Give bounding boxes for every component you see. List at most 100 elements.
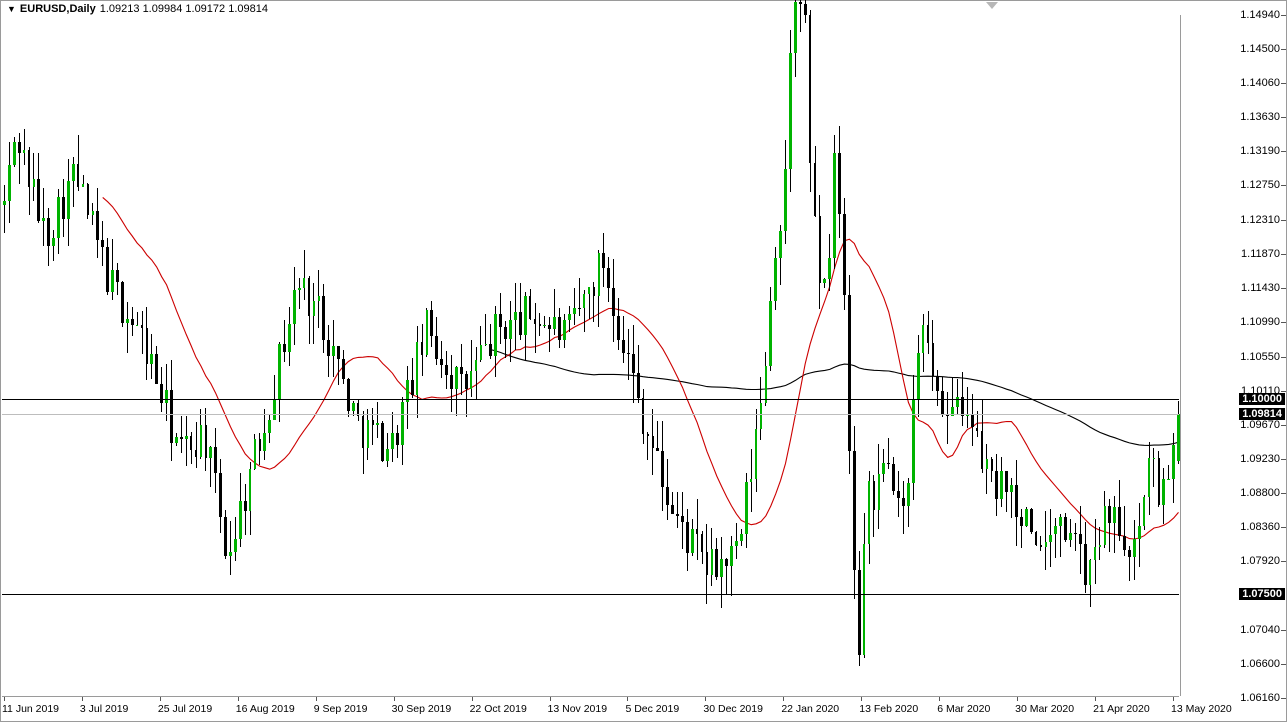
candle-wick[interactable] [967,387,968,428]
up-candle-body[interactable] [735,541,738,546]
up-candle-body[interactable] [740,534,743,540]
down-candle-body[interactable] [450,375,453,389]
down-candle-body[interactable] [696,529,699,535]
down-candle-body[interactable] [666,487,669,505]
price-level-badge[interactable]: 1.10000 [1239,393,1285,405]
x-axis-tick-label[interactable]: 13 Nov 2019 [548,703,608,715]
down-candle-body[interactable] [101,240,104,247]
up-candle-body[interactable] [912,399,915,483]
y-axis[interactable]: 1.14940 1.14500 1.14060 1.13630 1.13190 1.127… [1180,15,1286,696]
down-candle-body[interactable] [995,471,998,499]
down-candle-body[interactable] [676,514,679,516]
down-candle-body[interactable] [430,310,433,336]
candle-wick[interactable] [1045,511,1046,569]
down-candle-body[interactable] [725,559,728,565]
x-axis-tick-label[interactable]: 13 May 2020 [1171,703,1232,715]
candle-wick[interactable] [549,317,550,351]
down-candle-body[interactable] [421,342,424,354]
up-candle-body[interactable] [755,429,758,479]
down-candle-body[interactable] [1015,485,1018,517]
down-candle-body[interactable] [548,325,551,328]
up-candle-body[interactable] [711,549,714,575]
down-candle-body[interactable] [1158,458,1161,505]
up-candle-body[interactable] [57,197,60,238]
candle-wick[interactable] [1153,448,1154,487]
candle-wick[interactable] [1114,496,1115,553]
x-axis-tick-label[interactable]: 22 Jan 2020 [781,703,839,715]
x-axis-tick-label[interactable]: 11 Jun 2019 [2,703,59,715]
up-candle-body[interactable] [367,420,370,449]
down-candle-body[interactable] [814,163,817,216]
up-candle-body[interactable] [268,420,271,433]
down-candle-body[interactable] [224,517,227,556]
up-candle-body[interactable] [229,552,232,556]
up-candle-body[interactable] [1069,533,1072,540]
down-candle-body[interactable] [180,437,183,439]
down-candle-body[interactable] [632,354,635,373]
down-candle-body[interactable] [936,376,939,391]
up-candle-body[interactable] [1143,497,1146,526]
up-candle-body[interactable] [553,317,556,329]
up-candle-body[interactable] [1089,560,1092,584]
down-candle-body[interactable] [465,374,468,389]
down-candle-body[interactable] [838,153,841,215]
up-candle-body[interactable] [249,469,252,511]
up-candle-body[interactable] [882,463,885,474]
up-candle-body[interactable] [765,366,768,403]
candle-wick[interactable] [647,432,648,460]
down-candle-body[interactable] [504,327,507,339]
down-candle-body[interactable] [529,296,532,319]
down-candle-body[interactable] [170,390,173,443]
candle-wick[interactable] [377,402,378,438]
up-candle-body[interactable] [573,308,576,314]
down-candle-body[interactable] [362,416,365,448]
candle-wick[interactable] [1011,478,1012,518]
candle-wick[interactable] [19,133,20,184]
up-candle-body[interactable] [917,353,920,399]
up-candle-body[interactable] [426,310,429,354]
up-candle-body[interactable] [234,539,237,552]
down-candle-body[interactable] [1084,544,1087,585]
up-candle-body[interactable] [150,354,153,364]
up-candle-body[interactable] [1054,526,1057,534]
down-candle-body[interactable] [1040,545,1043,546]
up-candle-body[interactable] [72,164,75,181]
current-price-line[interactable] [2,414,1179,415]
down-candle-body[interactable] [622,340,625,353]
up-candle-body[interactable] [1172,445,1175,479]
up-candle-body[interactable] [583,294,586,308]
down-candle-body[interactable] [244,501,247,511]
down-candle-body[interactable] [96,211,99,240]
candle-wick[interactable] [579,278,580,316]
up-candle-body[interactable] [907,483,910,506]
candle-wick[interactable] [1099,527,1100,561]
down-candle-body[interactable] [47,218,50,246]
down-candle-body[interactable] [971,415,974,428]
up-candle-body[interactable] [273,400,276,420]
up-candle-body[interactable] [480,345,483,361]
down-candle-body[interactable] [381,423,384,461]
candle-wick[interactable] [127,302,128,353]
down-candle-body[interactable] [190,436,193,450]
up-candle-body[interactable] [514,312,517,320]
up-candle-body[interactable] [745,482,748,534]
up-candle-body[interactable] [288,324,291,353]
down-candle-body[interactable] [627,353,630,354]
down-candle-body[interactable] [647,434,650,436]
up-candle-body[interactable] [789,53,792,168]
up-candle-body[interactable] [303,278,306,288]
up-candle-body[interactable] [760,403,763,428]
down-candle-body[interactable] [499,314,502,326]
down-candle-body[interactable] [440,359,443,365]
down-candle-body[interactable] [1079,534,1082,543]
up-candle-body[interactable] [509,320,512,339]
candle-wick[interactable] [142,311,143,353]
down-candle-body[interactable] [671,505,674,514]
down-candle-body[interactable] [804,4,807,14]
down-candle-body[interactable] [642,398,645,434]
candle-wick[interactable] [1021,509,1022,547]
x-axis-tick-label[interactable]: 30 Mar 2020 [1015,703,1074,715]
down-candle-body[interactable] [617,316,620,339]
down-candle-body[interactable] [214,447,217,474]
candle-wick[interactable] [1055,518,1056,558]
